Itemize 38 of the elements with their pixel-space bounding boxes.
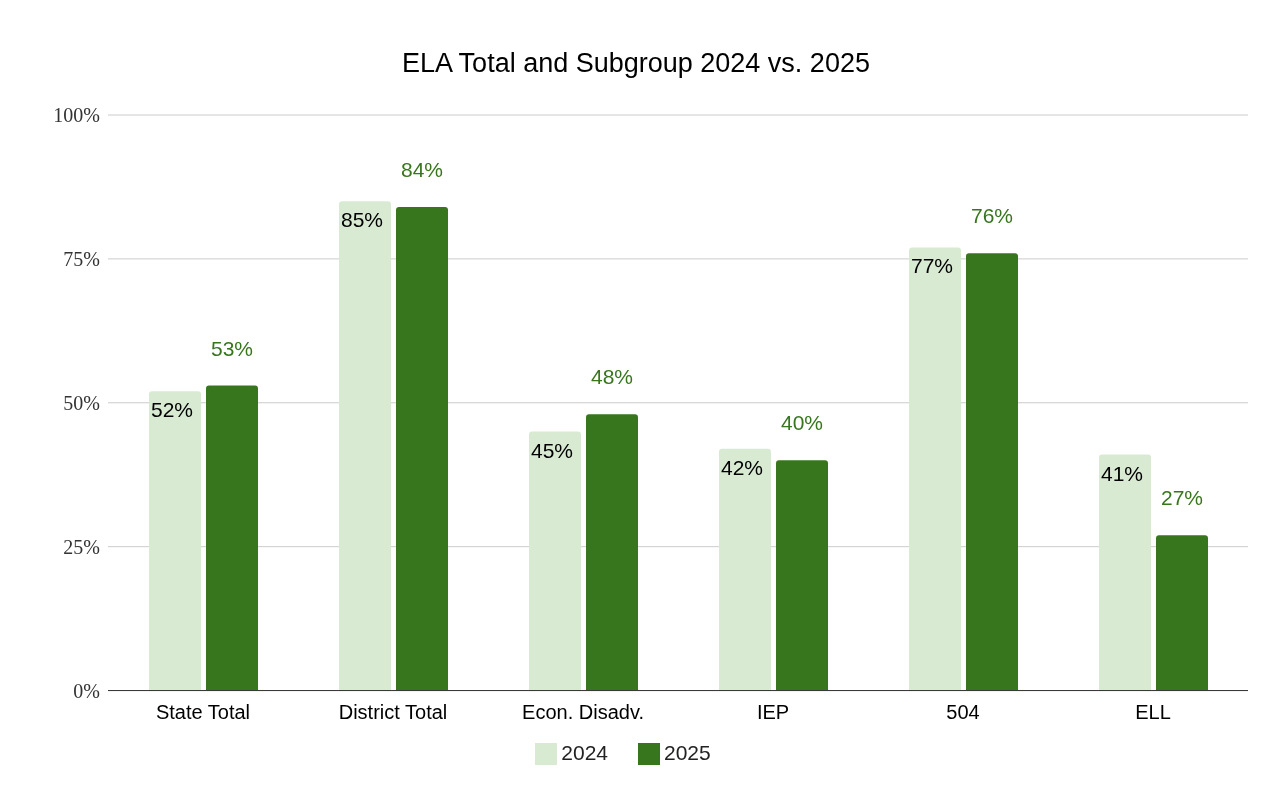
bar (1156, 535, 1208, 691)
bar (909, 247, 961, 691)
data-label: 48% (590, 365, 634, 389)
y-tick-label: 100% (53, 104, 100, 127)
bar (149, 391, 201, 691)
x-tick-label: IEP (756, 700, 790, 723)
bar (1099, 454, 1151, 691)
bar (529, 431, 581, 691)
data-label: 85% (340, 208, 384, 232)
data-label: 40% (780, 411, 824, 435)
bar (719, 448, 771, 691)
data-label: 76% (970, 204, 1014, 228)
y-tick-label: 0% (73, 679, 100, 702)
x-tick-label: District Total (338, 700, 448, 723)
x-tick-label: 504 (946, 700, 980, 723)
legend-label: 2024 (561, 740, 608, 764)
chart-title: ELA Total and Subgroup 2024 vs. 2025 (401, 48, 871, 79)
bar (966, 253, 1018, 691)
data-label: 45% (530, 438, 574, 462)
data-label: 41% (1100, 461, 1144, 485)
data-label: 84% (400, 158, 444, 182)
x-tick-label: Econ. Disadv. (522, 700, 644, 723)
data-label: 27% (1160, 486, 1204, 510)
data-label: 42% (720, 455, 764, 479)
bar (396, 207, 448, 691)
y-tick-label: 25% (63, 535, 100, 558)
data-label: 53% (210, 336, 254, 360)
x-tick-label: State Total (155, 700, 251, 723)
bar (206, 385, 258, 691)
y-tick-label: 75% (63, 247, 100, 270)
bar (339, 201, 391, 691)
y-tick-label: 50% (63, 391, 100, 414)
data-label: 77% (910, 254, 954, 278)
legend-label: 2025 (664, 740, 711, 764)
bar (586, 414, 638, 691)
x-tick-label: ELL (1135, 700, 1171, 723)
bar (776, 460, 828, 691)
data-label: 52% (150, 398, 194, 422)
